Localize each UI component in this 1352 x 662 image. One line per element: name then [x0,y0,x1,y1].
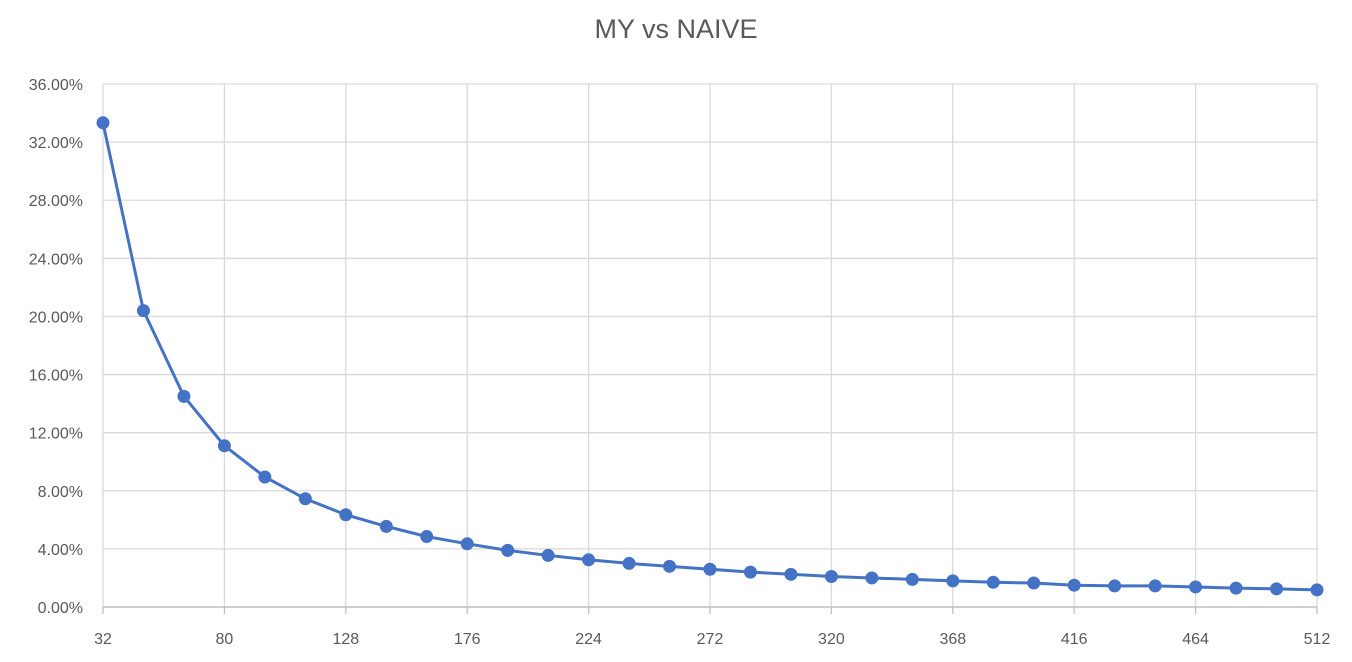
data-point [946,574,960,588]
data-point [136,304,150,318]
data-point [460,537,474,551]
y-tick-label: 8.00% [38,484,83,501]
data-point [541,548,555,562]
data-point [1229,581,1243,595]
data-point [379,519,393,533]
y-tick-label: 36.00% [29,77,83,94]
data-point [1270,582,1284,596]
data-point [1027,576,1041,590]
y-tick-label: 0.00% [38,600,83,617]
data-point [1108,579,1122,593]
x-tick-label: 32 [94,631,112,648]
data-point [905,572,919,586]
data-point [582,553,596,567]
x-tick-label: 80 [216,631,234,648]
y-tick-label: 16.00% [29,368,83,385]
y-tick-label: 32.00% [29,135,83,152]
x-tick-label: 464 [1182,631,1209,648]
gridlines [103,83,1318,607]
x-tick-label: 416 [1061,631,1088,648]
x-tick-label: 512 [1304,631,1331,648]
chart-title: MY vs NAIVE [594,14,758,44]
data-point [743,565,757,579]
data-point [96,116,110,130]
data-point [824,569,838,583]
data-point [986,575,1000,589]
data-point [703,562,717,576]
data-point [1310,583,1324,597]
data-point [622,556,636,570]
x-tick-label: 272 [697,631,724,648]
data-point [420,530,434,544]
data-point [1189,580,1203,594]
data-point [177,389,191,403]
data-point [258,470,272,484]
axes [102,84,1318,614]
data-point [501,543,515,557]
data-point [1148,579,1162,593]
series-layer [96,116,1324,597]
data-point [217,439,231,453]
x-tick-label: 176 [454,631,481,648]
x-tick-label: 320 [818,631,845,648]
data-point [663,559,677,573]
x-tick-label: 368 [939,631,966,648]
y-tick-label: 20.00% [29,309,83,326]
y-tick-label: 24.00% [29,251,83,268]
y-tick-label: 12.00% [29,426,83,443]
y-tick-label: 28.00% [29,193,83,210]
data-point [339,508,353,522]
x-axis-tick-labels: 32 80 128 176 224 272 320 368 416 464 512 [94,631,1330,648]
y-axis-tick-labels: 0.00% 4.00% 8.00% 12.00% 16.00% 20.00% 24.00% 2… [29,77,83,617]
y-tick-label: 4.00% [38,542,83,559]
data-point [784,567,798,581]
x-tick-label: 224 [575,631,602,648]
data-point [865,571,879,585]
data-point [298,492,312,506]
x-tick-label: 128 [332,631,359,648]
data-point [1067,578,1081,592]
